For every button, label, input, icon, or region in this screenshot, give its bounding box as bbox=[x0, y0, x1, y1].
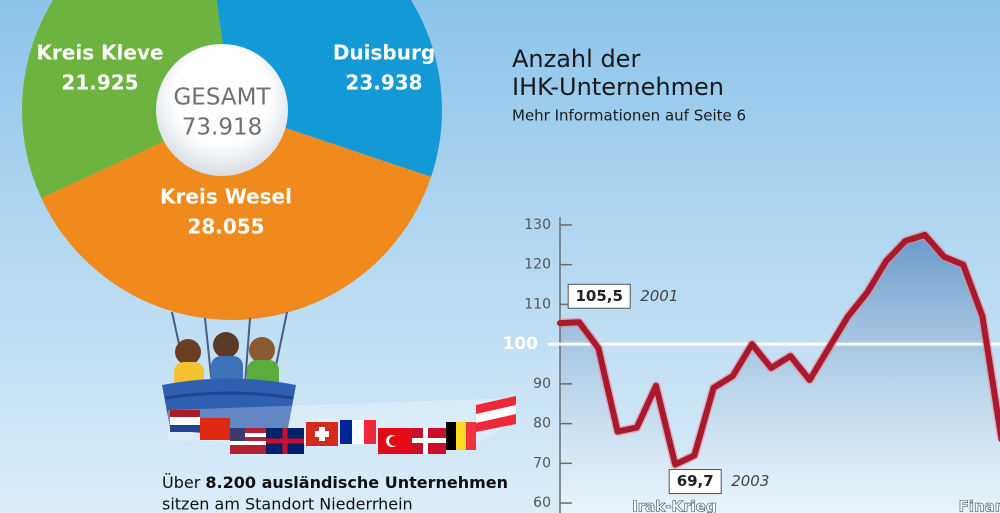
value-note: 2001 bbox=[640, 287, 678, 305]
value-label: 69,7 bbox=[668, 469, 722, 495]
y-tick-label: 110 bbox=[524, 296, 551, 312]
value-note: 2003 bbox=[731, 472, 769, 490]
y-tick-label: 100 bbox=[503, 334, 539, 354]
y-tick-label: 120 bbox=[524, 257, 551, 273]
y-tick-label: 90 bbox=[533, 376, 551, 392]
caption-line: sitzen am Standort Niederrhein bbox=[162, 495, 413, 513]
event-label: Finan bbox=[959, 498, 1000, 513]
slice-label: Kreis Kleve bbox=[36, 41, 163, 65]
pie-slice bbox=[22, 0, 232, 199]
pie-slice bbox=[41, 110, 432, 321]
y-tick-label: 80 bbox=[533, 416, 551, 432]
value-label-box bbox=[567, 283, 631, 309]
value-label-text: 105,5 bbox=[575, 287, 622, 305]
data-line bbox=[557, 231, 1000, 468]
balloon-illustration bbox=[162, 311, 516, 454]
pie-center bbox=[156, 44, 288, 176]
slice-value: 23.938 bbox=[345, 71, 422, 95]
caption-lead: Über bbox=[162, 473, 201, 492]
slice-label: Duisburg bbox=[333, 41, 435, 65]
chart-title: IHK-Unternehmen bbox=[512, 73, 724, 101]
value-label-text: 69,7 bbox=[677, 472, 714, 490]
chart-title: Anzahl der bbox=[512, 45, 640, 73]
caption-bold: 8.200 ausländische Unternehmen bbox=[205, 473, 508, 492]
value-label-box bbox=[668, 469, 722, 495]
y-tick-label: 130 bbox=[524, 217, 551, 233]
slice-value: 21.925 bbox=[61, 71, 138, 95]
y-tick-label: 70 bbox=[533, 455, 551, 471]
center-label: GESAMT bbox=[173, 85, 271, 111]
slice-label: Kreis Wesel bbox=[160, 185, 292, 209]
caption: Über 8.200 ausländische Unternehmen bbox=[162, 473, 508, 492]
value-label: 105,5 bbox=[567, 283, 631, 309]
chart-subtitle: Mehr Informationen auf Seite 6 bbox=[512, 107, 746, 125]
pie-slice bbox=[216, 0, 442, 177]
y-tick-label: 60 bbox=[533, 495, 551, 511]
center-total: 73.918 bbox=[182, 115, 262, 141]
event-label: Irak-Krieg bbox=[632, 498, 716, 513]
slice-value: 28.055 bbox=[187, 215, 264, 239]
